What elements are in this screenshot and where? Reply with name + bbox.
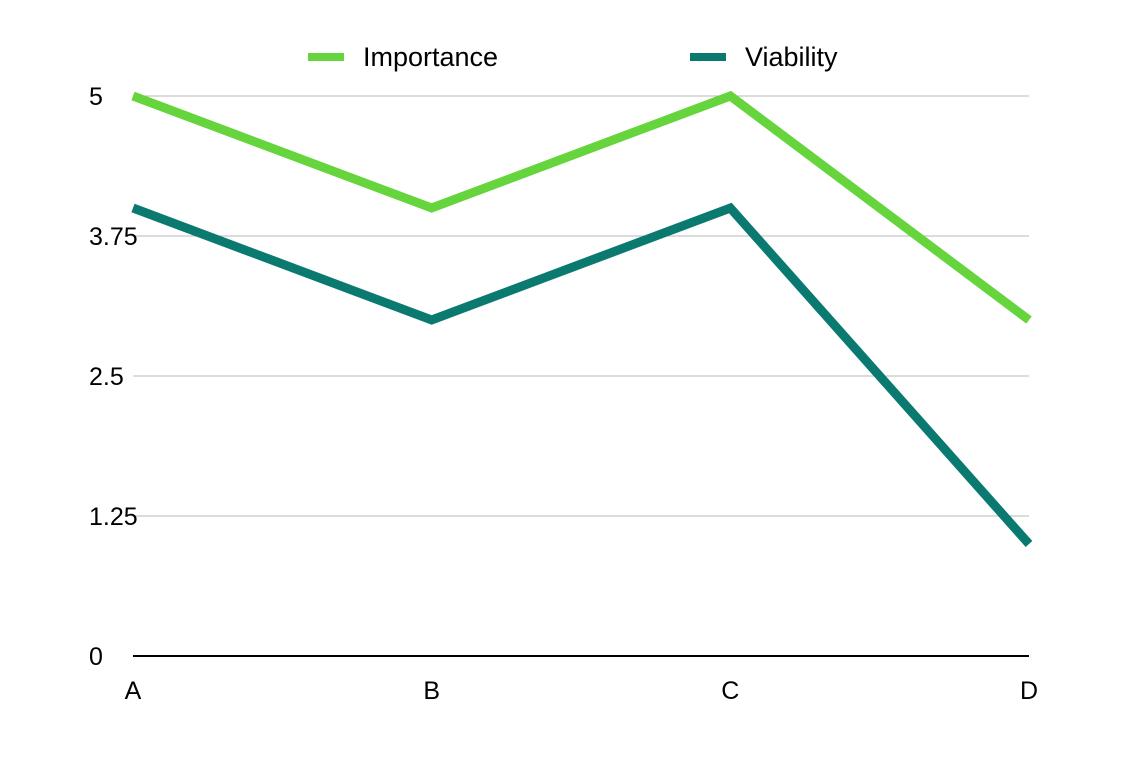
y-tick-label: 2.5	[89, 363, 124, 391]
series-lines	[131, 90, 1033, 547]
x-tick-label: A	[125, 677, 142, 705]
y-axis-ticks: 0 1.25 2.5 3.75 5	[89, 83, 138, 671]
y-tick-label: 1.25	[89, 503, 138, 531]
y-tick-label: 3.75	[89, 223, 138, 251]
legend-label-viability: Viability	[745, 42, 838, 72]
y-tick-label: 5	[89, 83, 103, 111]
series-line-viability	[131, 202, 1033, 547]
y-tick-label: 0	[89, 643, 103, 671]
x-axis-ticks: A B C D	[125, 677, 1038, 705]
x-tick-label: D	[1020, 677, 1038, 705]
legend-label-importance: Importance	[363, 42, 498, 72]
x-tick-label: B	[423, 677, 440, 705]
series-line-importance	[131, 90, 1032, 324]
x-tick-label: C	[721, 677, 739, 705]
legend: Importance Viability	[308, 42, 838, 72]
gridlines	[133, 95, 1029, 517]
